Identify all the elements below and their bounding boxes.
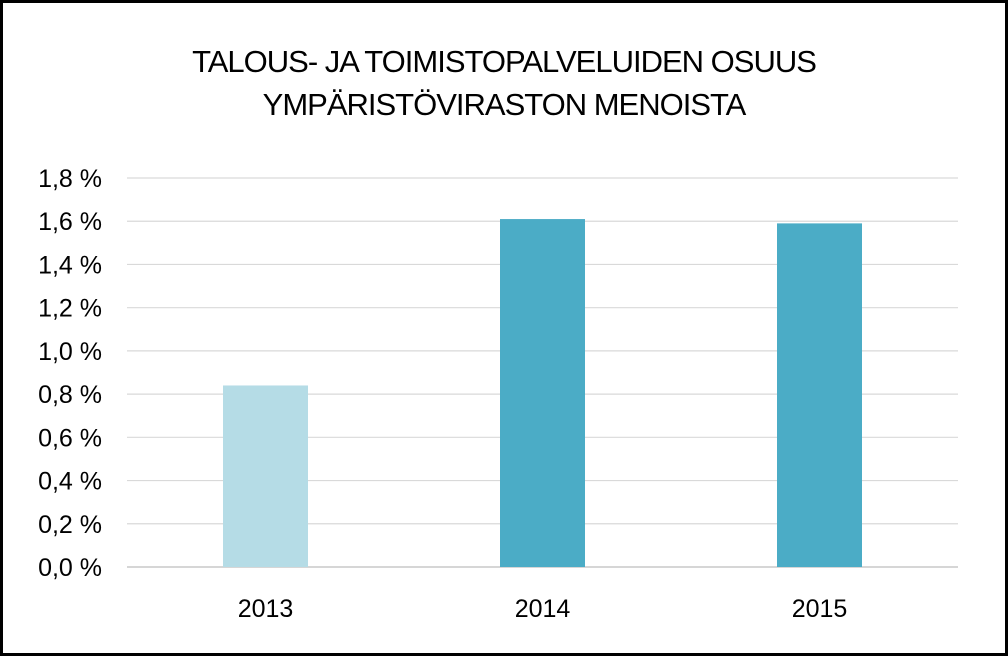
y-axis-tick-labels: 0,0 % 0,2 % 0,4 % 0,6 % 0,8 % 1,0 % 1,2 % 1,4 %… <box>38 165 102 582</box>
y-tick-label: 0,0 % <box>38 554 102 582</box>
x-axis-tick-labels: 2013 2014 2015 <box>238 595 848 623</box>
bar-2014 <box>500 219 585 568</box>
chart-title-line-2: YMPÄRISTÖVIRASTON MENOISTA <box>262 87 747 122</box>
y-tick-label: 0,2 % <box>38 511 102 539</box>
y-tick-label: 1,8 % <box>38 165 102 193</box>
bar-2015 <box>777 223 862 567</box>
bars <box>223 219 862 568</box>
chart-title: TALOUS- JA TOIMISTOPALVELUIDEN OSUUS YMP… <box>0 40 1008 126</box>
x-tick-label-2014: 2014 <box>515 595 571 623</box>
y-tick-label: 0,8 % <box>38 381 102 409</box>
y-tick-label: 1,2 % <box>38 295 102 323</box>
y-tick-label: 1,0 % <box>38 338 102 366</box>
x-tick-label-2015: 2015 <box>792 595 848 623</box>
y-tick-label: 1,4 % <box>38 251 102 279</box>
x-tick-label-2013: 2013 <box>238 595 294 623</box>
y-tick-label: 0,4 % <box>38 468 102 496</box>
chart-title-line-1: TALOUS- JA TOIMISTOPALVELUIDEN OSUUS <box>192 44 817 79</box>
y-tick-label: 0,6 % <box>38 424 102 452</box>
y-tick-label: 1,6 % <box>38 208 102 236</box>
bar-2013 <box>223 385 308 567</box>
